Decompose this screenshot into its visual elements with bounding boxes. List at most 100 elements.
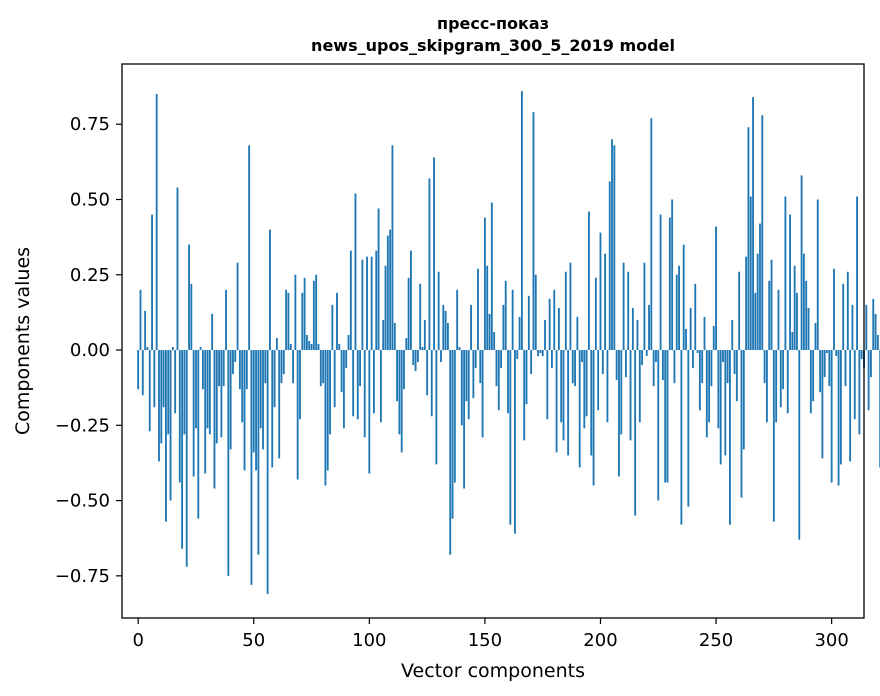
bar-317 <box>870 350 872 378</box>
bar-66 <box>289 344 292 351</box>
bar-99 <box>366 256 368 351</box>
bar-168 <box>525 350 528 405</box>
bar-312 <box>858 350 861 435</box>
bar-169 <box>527 295 530 351</box>
bar-121 <box>416 350 419 363</box>
bar-67 <box>292 350 294 384</box>
bar-40 <box>229 350 232 450</box>
bar-36 <box>220 350 223 438</box>
bar-250 <box>715 226 717 351</box>
bar-267 <box>754 292 757 351</box>
x-axis-ticks: 0 50 100 150 200 250 300 <box>132 618 849 651</box>
y-tick-label: −0.25 <box>55 415 110 436</box>
bar-18 <box>178 350 181 483</box>
bar-106 <box>382 319 385 351</box>
bar-11 <box>162 350 165 408</box>
bar-44 <box>238 350 241 390</box>
bar-229 <box>666 350 669 483</box>
bar-186 <box>567 350 570 456</box>
bar-196 <box>590 350 593 456</box>
bar-109 <box>389 229 392 351</box>
bar-274 <box>770 259 773 351</box>
bar-214 <box>631 307 634 351</box>
bar-171 <box>532 112 535 351</box>
bar-120 <box>414 350 417 372</box>
bar-290 <box>807 307 810 351</box>
bar-37 <box>222 350 225 387</box>
bar-112 <box>396 350 398 402</box>
bar-147 <box>477 268 479 351</box>
bar-60 <box>275 337 278 351</box>
bar-195 <box>588 211 590 351</box>
bar-264 <box>747 127 750 351</box>
bar-179 <box>551 350 553 369</box>
bar-126 <box>428 178 431 351</box>
bar-221 <box>648 304 650 351</box>
bar-238 <box>687 350 690 507</box>
bar-55 <box>264 350 267 384</box>
bar-262 <box>742 350 745 450</box>
bar-240 <box>692 350 694 369</box>
bar-41 <box>232 350 234 375</box>
bar-47 <box>245 350 248 390</box>
bar-28 <box>201 350 204 390</box>
bar-152 <box>488 313 491 351</box>
bar-213 <box>629 350 632 441</box>
bar-178 <box>548 298 551 351</box>
bar-58 <box>271 350 274 468</box>
bar-97 <box>361 259 364 351</box>
bar-236 <box>682 244 685 351</box>
bar-68 <box>294 274 297 351</box>
bar-303 <box>837 350 840 486</box>
bar-277 <box>777 289 780 351</box>
y-tick-label: 0.00 <box>70 340 110 361</box>
bar-80 <box>322 350 325 384</box>
bar-128 <box>433 157 435 351</box>
bar-38 <box>225 289 227 351</box>
bar-212 <box>627 271 630 351</box>
bar-172 <box>534 274 537 351</box>
bar-283 <box>791 331 794 351</box>
bar-108 <box>386 235 389 351</box>
bar-279 <box>782 350 785 390</box>
bar-130 <box>437 271 440 351</box>
bar-116 <box>405 337 408 351</box>
bar-96 <box>359 350 362 387</box>
bar-298 <box>826 350 828 354</box>
bar-253 <box>722 350 724 363</box>
bar-245 <box>703 316 706 351</box>
bar-101 <box>370 256 373 351</box>
bar-79 <box>319 350 322 387</box>
bar-201 <box>601 350 604 375</box>
x-tick-label: 150 <box>468 630 502 651</box>
bar-70 <box>299 350 301 420</box>
bar-107 <box>384 265 387 351</box>
bar-287 <box>800 175 803 351</box>
bar-142 <box>465 350 468 402</box>
bar-7 <box>153 350 156 408</box>
bar-151 <box>486 265 489 351</box>
bar-284 <box>793 265 796 351</box>
bar-59 <box>273 350 276 408</box>
y-tick-label: 0.25 <box>70 265 110 286</box>
bar-180 <box>553 289 556 351</box>
bar-309 <box>851 304 854 351</box>
bar-288 <box>802 253 805 351</box>
bar-315 <box>865 304 868 351</box>
bar-25 <box>195 350 197 429</box>
bar-53 <box>259 350 262 429</box>
bar-135 <box>449 350 452 555</box>
bar-72 <box>303 277 306 351</box>
bar-233 <box>675 274 678 351</box>
chart-title-line-1: пресс-показ <box>437 14 549 33</box>
bar-273 <box>768 280 771 351</box>
bar-271 <box>763 350 766 384</box>
bar-9 <box>158 350 160 462</box>
bar-105 <box>379 350 382 423</box>
bar-252 <box>719 350 722 465</box>
bar-223 <box>652 350 655 387</box>
bar-163 <box>514 350 516 534</box>
bar-158 <box>502 304 505 351</box>
bar-260 <box>738 271 741 351</box>
